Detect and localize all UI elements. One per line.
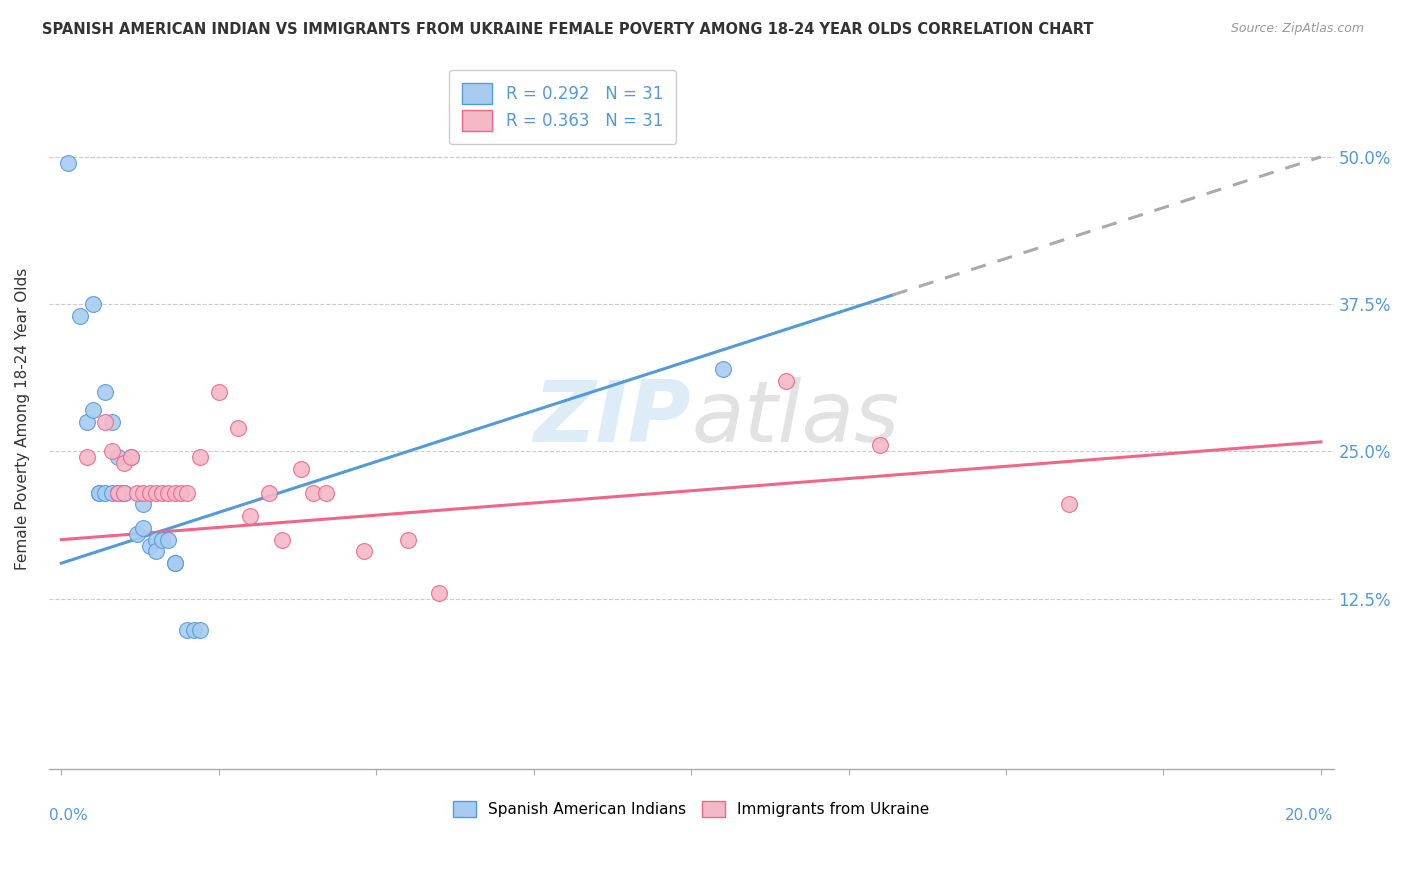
Point xyxy=(76,415,98,429)
Text: SPANISH AMERICAN INDIAN VS IMMIGRANTS FROM UKRAINE FEMALE POVERTY AMONG 18-24 YE: SPANISH AMERICAN INDIAN VS IMMIGRANTS FR… xyxy=(42,22,1094,37)
Point xyxy=(120,450,142,465)
Point xyxy=(145,544,167,558)
Point xyxy=(138,485,160,500)
Point xyxy=(132,485,155,500)
Point xyxy=(100,415,122,429)
Text: 20.0%: 20.0% xyxy=(1285,808,1333,822)
Point xyxy=(1057,497,1080,511)
Point xyxy=(176,624,198,638)
Point xyxy=(94,385,117,400)
Y-axis label: Female Poverty Among 18-24 Year Olds: Female Poverty Among 18-24 Year Olds xyxy=(15,268,30,570)
Point xyxy=(302,485,325,500)
Point xyxy=(132,521,155,535)
Point xyxy=(353,544,375,558)
Point xyxy=(82,403,104,417)
Point xyxy=(145,485,167,500)
Point xyxy=(112,485,135,500)
Point xyxy=(125,485,148,500)
Point xyxy=(145,533,167,547)
Point xyxy=(112,456,135,470)
Point xyxy=(94,485,117,500)
Point xyxy=(226,421,249,435)
Point xyxy=(138,539,160,553)
Point xyxy=(239,509,262,524)
Point xyxy=(157,533,180,547)
Point xyxy=(163,485,186,500)
Point xyxy=(170,485,193,500)
Point xyxy=(112,485,135,500)
Point xyxy=(290,462,312,476)
Point xyxy=(107,485,129,500)
Point xyxy=(112,485,135,500)
Point xyxy=(270,533,292,547)
Point xyxy=(163,556,186,570)
Point xyxy=(107,485,129,500)
Point xyxy=(157,485,180,500)
Point xyxy=(100,444,122,458)
Point xyxy=(94,415,117,429)
Point xyxy=(188,624,211,638)
Point xyxy=(188,450,211,465)
Point xyxy=(315,485,337,500)
Point xyxy=(396,533,419,547)
Point xyxy=(427,585,450,599)
Text: Source: ZipAtlas.com: Source: ZipAtlas.com xyxy=(1230,22,1364,36)
Point xyxy=(120,450,142,465)
Text: atlas: atlas xyxy=(692,377,898,460)
Point xyxy=(82,297,104,311)
Point xyxy=(125,526,148,541)
Point xyxy=(89,485,111,500)
Point xyxy=(107,485,129,500)
Point xyxy=(76,450,98,465)
Point xyxy=(176,485,198,500)
Point xyxy=(208,385,231,400)
Point xyxy=(150,533,173,547)
Point xyxy=(100,485,122,500)
Point xyxy=(711,362,734,376)
Text: 0.0%: 0.0% xyxy=(49,808,87,822)
Point xyxy=(89,485,111,500)
Point xyxy=(132,497,155,511)
Point xyxy=(56,155,79,169)
Legend: Spanish American Indians, Immigrants from Ukraine: Spanish American Indians, Immigrants fro… xyxy=(446,794,936,825)
Point xyxy=(163,556,186,570)
Point xyxy=(775,374,797,388)
Point xyxy=(869,438,891,452)
Point xyxy=(69,309,91,323)
Point xyxy=(257,485,280,500)
Point xyxy=(150,485,173,500)
Point xyxy=(107,450,129,465)
Point xyxy=(183,624,205,638)
Text: ZIP: ZIP xyxy=(533,377,692,460)
